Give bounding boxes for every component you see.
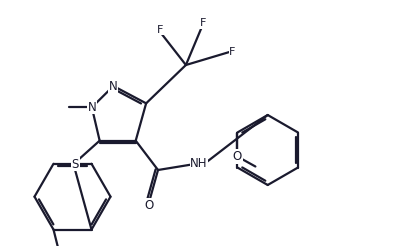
Text: NH: NH — [190, 157, 208, 170]
Text: O: O — [233, 150, 242, 163]
Text: N: N — [109, 79, 118, 92]
Text: N: N — [88, 101, 96, 114]
Text: S: S — [72, 158, 79, 171]
Text: F: F — [200, 18, 206, 28]
Text: O: O — [144, 199, 153, 212]
Text: F: F — [157, 25, 163, 35]
Text: F: F — [229, 47, 236, 57]
